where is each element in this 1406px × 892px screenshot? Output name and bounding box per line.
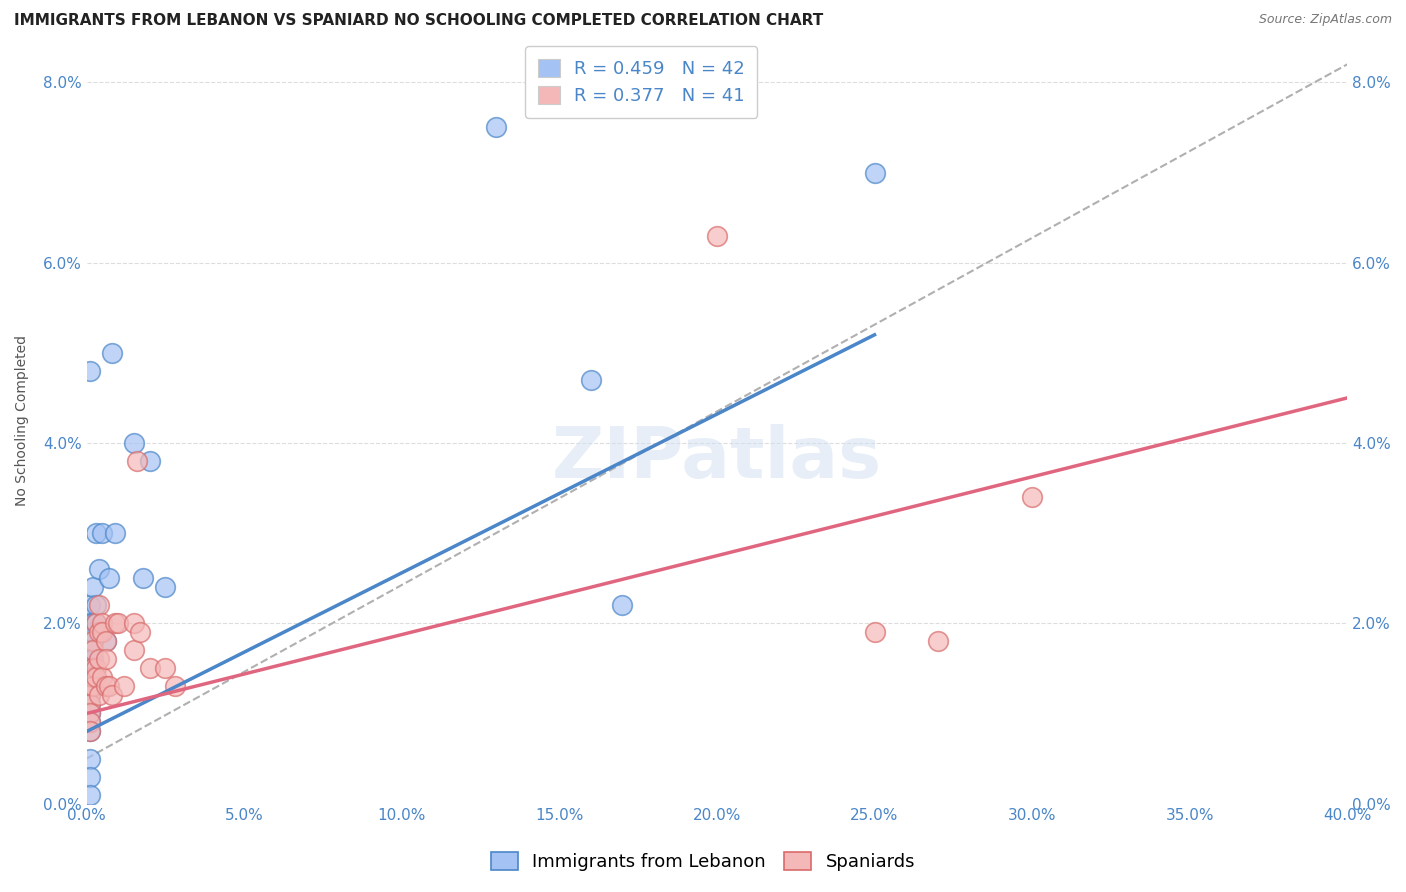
- Point: [91, 616, 114, 631]
- Point: [579, 373, 602, 387]
- Point: [79, 661, 101, 675]
- Point: [79, 715, 101, 730]
- Point: [91, 625, 114, 640]
- Point: [89, 599, 111, 613]
- Point: [94, 680, 117, 694]
- Point: [79, 661, 101, 675]
- Point: [89, 625, 111, 640]
- Point: [82, 670, 104, 684]
- Point: [82, 652, 104, 666]
- Point: [101, 689, 124, 703]
- Point: [84, 661, 107, 675]
- Point: [863, 165, 886, 179]
- Point: [79, 706, 101, 721]
- Point: [79, 680, 101, 694]
- Point: [79, 625, 101, 640]
- Point: [79, 616, 101, 631]
- Point: [79, 689, 101, 703]
- Legend: R = 0.459   N = 42, R = 0.377   N = 41: R = 0.459 N = 42, R = 0.377 N = 41: [526, 46, 758, 118]
- Point: [927, 634, 949, 648]
- Point: [79, 670, 101, 684]
- Point: [706, 228, 728, 243]
- Point: [114, 680, 136, 694]
- Point: [82, 680, 104, 694]
- Point: [94, 634, 117, 648]
- Point: [863, 625, 886, 640]
- Point: [485, 120, 508, 135]
- Point: [155, 661, 177, 675]
- Text: IMMIGRANTS FROM LEBANON VS SPANIARD NO SCHOOLING COMPLETED CORRELATION CHART: IMMIGRANTS FROM LEBANON VS SPANIARD NO S…: [14, 13, 824, 29]
- Point: [82, 625, 104, 640]
- Point: [82, 580, 104, 594]
- Point: [79, 643, 101, 657]
- Point: [79, 715, 101, 730]
- Point: [163, 680, 186, 694]
- Point: [155, 580, 177, 594]
- Point: [79, 599, 101, 613]
- Point: [612, 599, 634, 613]
- Point: [122, 616, 145, 631]
- Point: [79, 634, 101, 648]
- Point: [79, 788, 101, 802]
- Point: [1021, 490, 1043, 504]
- Point: [79, 724, 101, 739]
- Point: [107, 616, 129, 631]
- Point: [79, 680, 101, 694]
- Point: [79, 643, 101, 657]
- Point: [104, 526, 127, 541]
- Point: [79, 364, 101, 378]
- Point: [79, 770, 101, 784]
- Point: [84, 599, 107, 613]
- Point: [94, 634, 117, 648]
- Point: [79, 706, 101, 721]
- Point: [79, 670, 101, 684]
- Point: [91, 670, 114, 684]
- Text: ZIPatlas: ZIPatlas: [553, 425, 882, 493]
- Point: [129, 625, 152, 640]
- Point: [104, 616, 127, 631]
- Point: [101, 346, 124, 360]
- Point: [84, 616, 107, 631]
- Point: [89, 689, 111, 703]
- Y-axis label: No Schooling Completed: No Schooling Completed: [15, 335, 30, 506]
- Point: [79, 724, 101, 739]
- Point: [79, 698, 101, 712]
- Point: [84, 670, 107, 684]
- Point: [132, 571, 155, 585]
- Point: [91, 526, 114, 541]
- Point: [84, 526, 107, 541]
- Point: [82, 643, 104, 657]
- Point: [82, 616, 104, 631]
- Point: [97, 680, 120, 694]
- Text: Source: ZipAtlas.com: Source: ZipAtlas.com: [1258, 13, 1392, 27]
- Point: [97, 571, 120, 585]
- Point: [89, 652, 111, 666]
- Point: [122, 643, 145, 657]
- Legend: Immigrants from Lebanon, Spaniards: Immigrants from Lebanon, Spaniards: [484, 845, 922, 879]
- Point: [138, 661, 160, 675]
- Point: [79, 652, 101, 666]
- Point: [82, 661, 104, 675]
- Point: [79, 751, 101, 765]
- Point: [138, 454, 160, 468]
- Point: [79, 698, 101, 712]
- Point: [82, 661, 104, 675]
- Point: [89, 562, 111, 576]
- Point: [122, 436, 145, 450]
- Point: [79, 689, 101, 703]
- Point: [125, 454, 148, 468]
- Point: [84, 616, 107, 631]
- Point: [82, 634, 104, 648]
- Point: [94, 652, 117, 666]
